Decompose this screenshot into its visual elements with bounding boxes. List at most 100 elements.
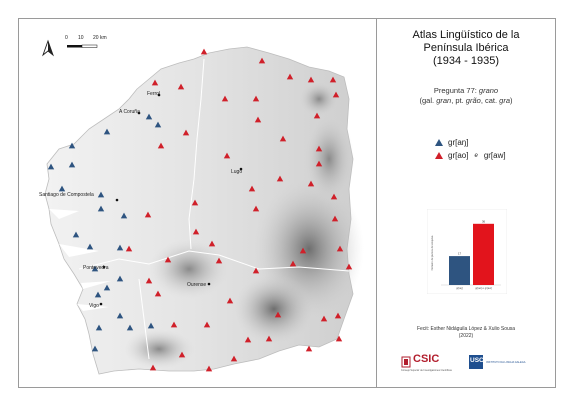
q-p1: (gal. bbox=[419, 96, 437, 105]
q-cat: gra bbox=[499, 96, 510, 105]
survey-point-red bbox=[336, 245, 344, 252]
survey-point-red bbox=[248, 185, 256, 192]
relief-northeast bbox=[304, 114, 354, 204]
survey-point-red bbox=[252, 95, 260, 102]
q-p3: , cat. bbox=[480, 96, 500, 105]
survey-point-red bbox=[265, 335, 273, 342]
legend-item-red: gr[ao] e gr[aw] bbox=[435, 151, 506, 160]
survey-point-blue bbox=[94, 291, 102, 298]
q-p4: ) bbox=[510, 96, 513, 105]
survey-point-red bbox=[332, 91, 340, 98]
survey-point-red bbox=[157, 142, 165, 149]
legend-label-red-a: gr[ao] bbox=[448, 151, 469, 160]
survey-point-blue bbox=[91, 345, 99, 352]
survey-point-red bbox=[252, 267, 260, 274]
title-line-3: (1934 - 1935) bbox=[432, 55, 500, 67]
survey-point-red bbox=[178, 351, 186, 358]
legend-label-red-b: gr[aw] bbox=[483, 151, 506, 160]
question-word: grano bbox=[478, 86, 499, 95]
survey-point-red bbox=[276, 175, 284, 182]
survey-point-red bbox=[144, 211, 152, 218]
survey-point-red bbox=[205, 365, 213, 372]
survey-point-blue bbox=[147, 322, 155, 329]
bar-chart: 17 gr[aŋ] 36 gr[ao] e gr[aw] Número de punt… bbox=[427, 209, 507, 294]
city-dot bbox=[102, 265, 106, 269]
survey-point-red bbox=[203, 321, 211, 328]
survey-point-blue bbox=[116, 244, 124, 251]
survey-point-blue bbox=[72, 231, 80, 238]
survey-point-red bbox=[345, 263, 353, 270]
survey-point-blue bbox=[97, 191, 105, 198]
scale-label-10: 10 bbox=[78, 35, 84, 41]
chart-bar bbox=[449, 256, 470, 285]
csic-emblem-icon bbox=[401, 356, 411, 368]
question-translations: (gal. gran, pt. grão, cat. gra) bbox=[377, 96, 555, 106]
credit-year: (2022) bbox=[458, 333, 474, 339]
legend-panel: Atlas Lingüístico de la Península Ibéric… bbox=[376, 18, 556, 388]
survey-point-red bbox=[244, 336, 252, 343]
survey-point-red bbox=[215, 257, 223, 264]
city-dot bbox=[115, 198, 119, 202]
province-border-1 bbox=[188, 58, 205, 250]
survey-point-red bbox=[299, 247, 307, 254]
survey-point-red bbox=[320, 315, 328, 322]
legend-label-red-conj: e bbox=[474, 152, 478, 159]
credit-authors: Fecit: Esther Nidáguila López & Xulio So… bbox=[416, 326, 516, 332]
relief-south bbox=[234, 274, 314, 344]
city-label-pontevedra: Pontevedra bbox=[83, 265, 109, 271]
q-pt: grão bbox=[465, 96, 481, 105]
scale-label-0: 0 bbox=[65, 35, 68, 41]
survey-point-red bbox=[307, 76, 315, 83]
chart-category-label: gr[aŋ] bbox=[456, 286, 463, 290]
survey-point-red bbox=[289, 260, 297, 267]
chart-category-label: gr[ao] e gr[aw] bbox=[475, 286, 492, 290]
survey-point-blue bbox=[126, 324, 134, 331]
survey-point-blue bbox=[68, 161, 76, 168]
province-border-3 bbox=[218, 254, 350, 272]
relief-southwest bbox=[124, 329, 194, 369]
csic-logo-subtitle: Consejo Superior de Investigaciones Cien… bbox=[401, 369, 452, 372]
city-label-lugo: Lugo bbox=[231, 169, 243, 175]
survey-point-blue bbox=[58, 185, 66, 192]
city-label-santiago: Santiago de Compostela bbox=[39, 192, 94, 198]
survey-point-red bbox=[200, 48, 208, 55]
survey-point-blue bbox=[103, 128, 111, 135]
city-label-ferrol: Ferrol bbox=[147, 91, 161, 97]
question-line: Pregunta 77: grano bbox=[377, 86, 555, 96]
city-dot bbox=[137, 111, 141, 115]
city-dots bbox=[99, 93, 243, 306]
survey-point-red bbox=[330, 193, 338, 200]
relief-center bbox=[149, 239, 229, 299]
triangle-blue-icon bbox=[435, 139, 443, 146]
survey-point-red bbox=[221, 95, 229, 102]
province-border-4 bbox=[138, 278, 150, 360]
survey-point-blue bbox=[154, 121, 162, 128]
survey-point-red bbox=[151, 79, 159, 86]
survey-point-red bbox=[315, 160, 323, 167]
city-dot bbox=[239, 167, 243, 171]
survey-point-blue bbox=[86, 243, 94, 250]
legend-item-blue: gr[aŋ] bbox=[435, 138, 468, 147]
survey-point-red bbox=[192, 228, 200, 235]
survey-point-blue bbox=[91, 265, 99, 272]
triangle-red-icon bbox=[435, 152, 443, 159]
survey-point-red bbox=[335, 335, 343, 342]
survey-point-blue bbox=[116, 312, 124, 319]
usc-logo-text: USC bbox=[470, 357, 484, 364]
scale-label-20: 20 km bbox=[93, 35, 107, 41]
relief-north bbox=[299, 81, 339, 117]
survey-point-red bbox=[274, 311, 282, 318]
survey-point-red bbox=[191, 199, 199, 206]
chart-bar bbox=[473, 223, 494, 285]
survey-point-red bbox=[223, 152, 231, 159]
city-dot bbox=[99, 302, 103, 306]
usc-logo-subtitle: INSTITUTO DA LINGUA GALEGA bbox=[486, 361, 526, 364]
survey-point-red bbox=[164, 256, 172, 263]
survey-point-red bbox=[254, 116, 262, 123]
survey-point-red bbox=[125, 245, 133, 252]
q-gal: gran bbox=[436, 96, 452, 105]
survey-point-red bbox=[182, 129, 190, 136]
csic-logo: CSIC Consejo Superior de Investigaciones… bbox=[401, 353, 457, 375]
survey-point-red bbox=[170, 321, 178, 328]
survey-point-blue bbox=[116, 275, 124, 282]
